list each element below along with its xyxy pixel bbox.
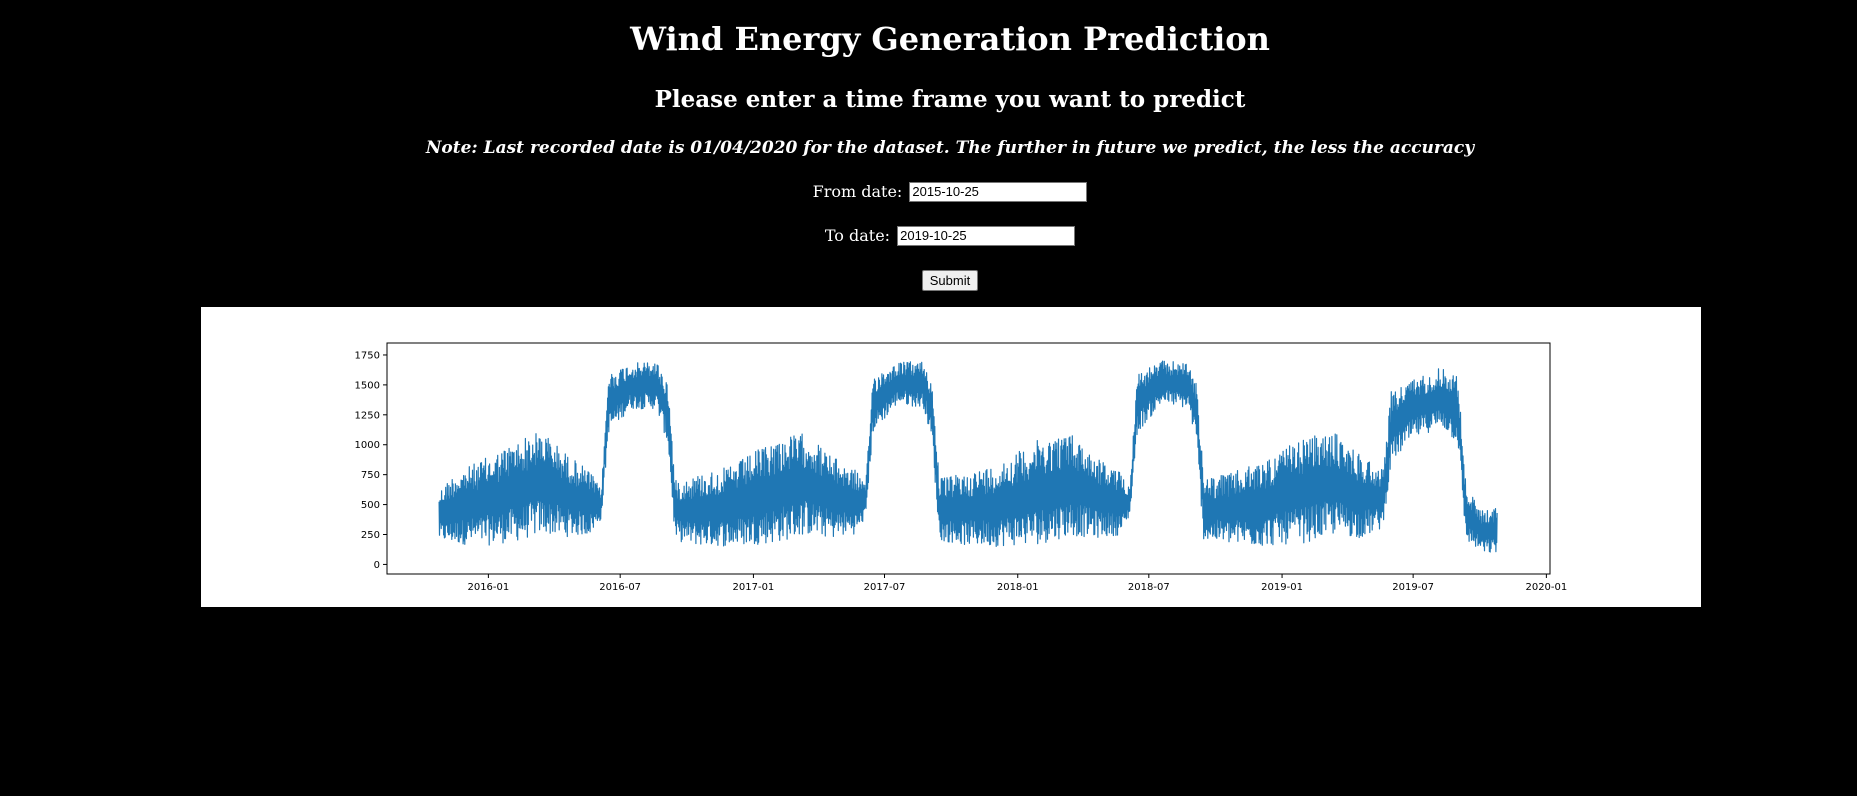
y-tick-label: 500 [361,500,380,511]
y-tick-label: 750 [361,470,380,481]
to-date-input[interactable] [897,225,1076,246]
plot-frame [386,342,1551,575]
from-date-label: From date: [812,182,903,201]
from-date-input[interactable] [909,181,1088,202]
page-title: Wind Energy Generation Prediction [630,20,1270,58]
x-tick-label: 2017-01 [733,582,775,593]
series-line [438,360,1498,553]
x-tick-label: 2020-01 [1525,582,1567,593]
y-tick-label: 1000 [355,440,380,451]
x-tick-label: 2016-01 [467,582,509,593]
x-tick-label: 2017-07 [864,582,906,593]
accuracy-note: Note: Last recorded date is 01/04/2020 f… [425,138,1475,158]
y-tick-label: 1500 [355,380,380,391]
y-tick-label: 1750 [355,350,380,361]
y-tick-label: 1250 [355,410,380,421]
x-tick-label: 2018-07 [1128,582,1170,593]
to-date-label: To date: [824,226,891,245]
page-subtitle: Please enter a time frame you want to pr… [654,86,1246,113]
submit-button[interactable]: Submit [921,270,979,291]
prediction-chart-panel: 0 250 500 750 1000 1250 1500 1750 2016-01 2016-07… [201,307,1701,607]
from-date-row: From date: [0,181,1857,202]
to-date-row: To date: [0,225,1857,246]
y-tick-label: 250 [361,530,380,541]
prediction-chart: 0 250 500 750 1000 1250 1500 1750 2016-01 2016-07… [355,342,1567,593]
x-tick-label: 2016-07 [599,582,641,593]
x-tick-label: 2019-01 [1261,582,1303,593]
submit-row: Submit [0,270,1857,291]
y-tick-label: 0 [374,560,380,571]
x-tick-label: 2018-01 [997,582,1039,593]
x-tick-label: 2019-07 [1392,582,1434,593]
